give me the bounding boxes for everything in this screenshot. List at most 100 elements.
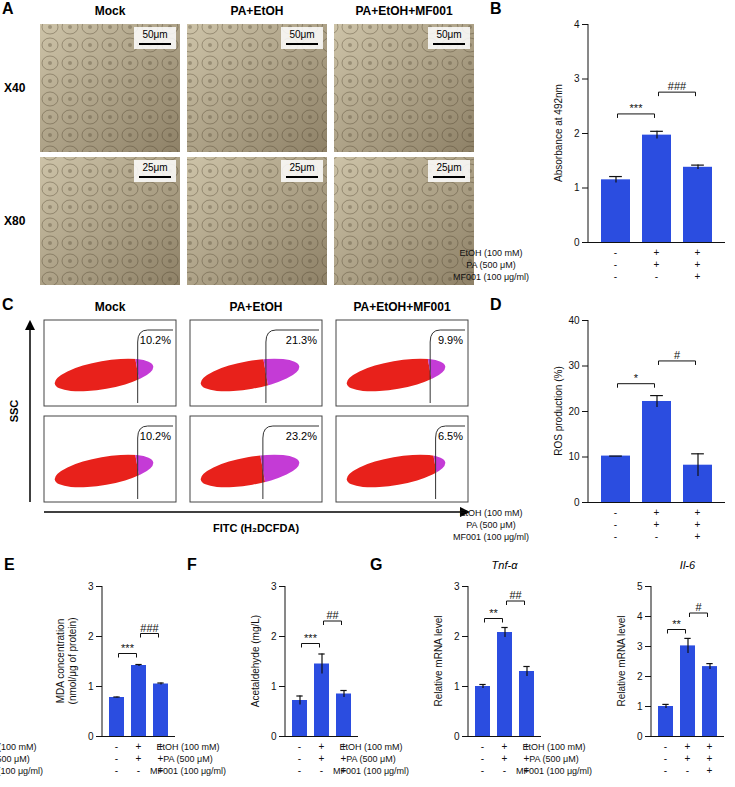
svg-text:0: 0 (637, 731, 643, 742)
svg-text:MF001 (100 μg/ml): MF001 (100 μg/ml) (453, 272, 529, 282)
svg-text:4: 4 (574, 19, 580, 30)
svg-text:+: + (654, 507, 660, 518)
svg-text:MF001 (100 μg/ml): MF001 (100 μg/ml) (150, 766, 226, 776)
svg-text:Absorbance at 492nm: Absorbance at 492nm (553, 84, 564, 182)
svg-text:**: ** (489, 607, 498, 619)
svg-text:+: + (685, 741, 691, 752)
svg-text:-: - (115, 765, 118, 776)
svg-text:#: # (695, 601, 702, 613)
svg-text:PA (500 μM): PA (500 μM) (346, 754, 396, 764)
svg-text:+: + (707, 753, 713, 764)
svg-text:2: 2 (574, 128, 580, 139)
svg-text:-: - (664, 753, 667, 764)
svg-text:2: 2 (271, 631, 277, 642)
svg-text:+: + (654, 259, 660, 270)
svg-text:+: + (695, 519, 701, 530)
svg-text:+: + (695, 531, 701, 542)
svg-text:FITC (H₂DCFDA): FITC (H₂DCFDA) (213, 522, 299, 534)
svg-text:###: ### (668, 80, 687, 92)
svg-text:+: + (502, 753, 508, 764)
svg-text:-: - (614, 247, 617, 258)
svg-text:ROS production (%): ROS production (%) (553, 366, 564, 455)
svg-text:+: + (695, 247, 701, 258)
svg-text:-: - (503, 765, 506, 776)
svg-text:***: *** (121, 642, 135, 654)
svg-text:***: *** (630, 102, 644, 114)
svg-text:PA (500 μM): PA (500 μM) (0, 754, 30, 764)
svg-text:+: + (707, 741, 713, 752)
svg-text:-: - (298, 741, 301, 752)
svg-text:PA (500 μM): PA (500 μM) (466, 260, 516, 270)
svg-text:MDA concentration: MDA concentration (55, 619, 66, 704)
svg-text:+: + (695, 271, 701, 282)
svg-text:#: # (674, 349, 681, 361)
svg-text:3: 3 (271, 581, 277, 592)
svg-text:EtOH (100 mM): EtOH (100 mM) (339, 742, 402, 752)
svg-text:-: - (614, 507, 617, 518)
svg-text:9.9%: 9.9% (438, 334, 463, 346)
svg-text:25μm: 25μm (142, 162, 167, 173)
svg-text:0: 0 (454, 731, 460, 742)
svg-text:Acetaldehyde (mg/L): Acetaldehyde (mg/L) (250, 615, 261, 707)
svg-text:0: 0 (574, 237, 580, 248)
svg-text:0: 0 (88, 731, 94, 742)
svg-text:20: 20 (568, 406, 580, 417)
svg-text:+: + (685, 753, 691, 764)
svg-text:10.2%: 10.2% (140, 334, 171, 346)
svg-text:PA+EtOH: PA+EtOH (231, 4, 284, 18)
svg-text:+: + (502, 741, 508, 752)
svg-text:0: 0 (271, 731, 277, 742)
svg-text:###: ### (140, 622, 159, 634)
svg-text:+: + (654, 519, 660, 530)
svg-text:MF001 (100 μg/ml): MF001 (100 μg/ml) (453, 532, 529, 542)
svg-text:30: 30 (568, 360, 580, 371)
svg-text:-: - (655, 271, 658, 282)
svg-text:3: 3 (88, 581, 94, 592)
svg-text:**: ** (672, 618, 681, 630)
svg-text:Mock: Mock (95, 300, 126, 314)
svg-text:-: - (481, 753, 484, 764)
svg-text:5: 5 (637, 581, 643, 592)
svg-text:PA (500 μM): PA (500 μM) (529, 754, 579, 764)
svg-text:+: + (136, 753, 142, 764)
svg-text:1: 1 (574, 182, 580, 193)
svg-text:+: + (319, 753, 325, 764)
svg-text:X80: X80 (4, 214, 26, 228)
svg-text:4: 4 (637, 611, 643, 622)
svg-text:1: 1 (637, 701, 643, 712)
svg-text:Relative mRNA level: Relative mRNA level (616, 615, 627, 706)
svg-text:50μm: 50μm (289, 29, 314, 40)
svg-text:MF001 (100 μg/ml): MF001 (100 μg/ml) (0, 766, 43, 776)
svg-text:-: - (298, 753, 301, 764)
svg-text:EtOH (100 mM): EtOH (100 mM) (459, 248, 522, 258)
svg-text:##: ## (326, 609, 339, 621)
svg-text:-: - (115, 753, 118, 764)
svg-text:-: - (298, 765, 301, 776)
svg-text:PA+EtOH: PA+EtOH (230, 300, 283, 314)
svg-text:+: + (319, 741, 325, 752)
svg-text:1: 1 (454, 681, 460, 692)
svg-text:3: 3 (637, 641, 643, 652)
svg-text:EtOH (100 mM): EtOH (100 mM) (522, 742, 585, 752)
svg-text:X40: X40 (4, 81, 26, 95)
svg-text:EtOH (100 mM): EtOH (100 mM) (459, 508, 522, 518)
svg-text:Relative mRNA level: Relative mRNA level (433, 615, 444, 706)
svg-text:-: - (614, 259, 617, 270)
svg-text:6.5%: 6.5% (438, 430, 463, 442)
svg-text:+: + (654, 247, 660, 258)
svg-text:+: + (695, 259, 701, 270)
svg-text:EtOH (100 mM): EtOH (100 mM) (0, 742, 37, 752)
svg-text:-: - (664, 765, 667, 776)
svg-text:PA (500 μM): PA (500 μM) (466, 520, 516, 530)
svg-text:-: - (115, 741, 118, 752)
svg-text:50μm: 50μm (436, 29, 461, 40)
svg-text:EtOH (100 mM): EtOH (100 mM) (156, 742, 219, 752)
svg-text:-: - (481, 741, 484, 752)
svg-text:21.3%: 21.3% (286, 334, 317, 346)
svg-text:-: - (655, 531, 658, 542)
svg-text:-: - (664, 741, 667, 752)
svg-text:-: - (320, 765, 323, 776)
svg-text:10: 10 (568, 451, 580, 462)
svg-text:(nmol/μg of protein): (nmol/μg of protein) (67, 618, 78, 705)
svg-text:50μm: 50μm (142, 29, 167, 40)
